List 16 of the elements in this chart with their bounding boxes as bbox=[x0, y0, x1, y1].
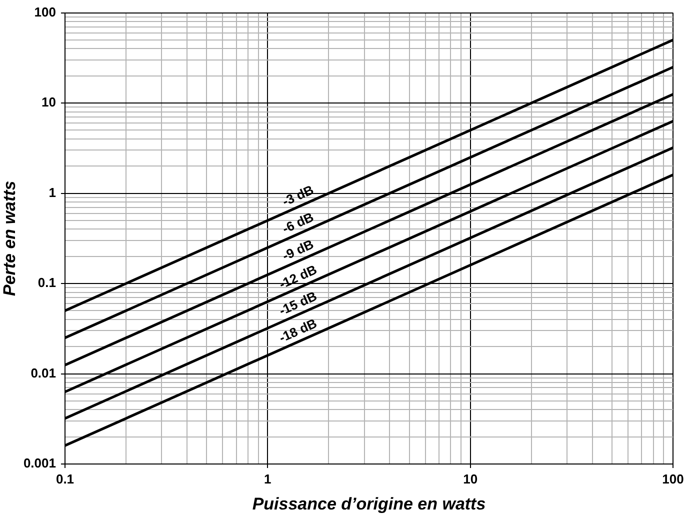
x-tick-label: 1 bbox=[264, 471, 272, 486]
text: -18 dB bbox=[276, 316, 320, 346]
y-tick-label: 100 bbox=[34, 4, 56, 20]
text: -9 dB bbox=[280, 236, 316, 264]
y-tick-label: 10 bbox=[42, 94, 56, 110]
y-tick-label: 0.001 bbox=[23, 456, 56, 471]
y-tick-label: 0.1 bbox=[38, 275, 56, 290]
x-tick-label: 0.1 bbox=[56, 471, 74, 486]
y-tick-label: 1 bbox=[48, 184, 56, 200]
y-axis-title: Perte en watts bbox=[0, 180, 19, 296]
text: -6 dB bbox=[280, 209, 316, 236]
x-axis-title: Puissance d’origine en watts bbox=[252, 494, 486, 514]
text: -15 dB bbox=[276, 288, 320, 318]
x-tick-label: 10 bbox=[463, 471, 478, 486]
y-tick-label: 0.01 bbox=[30, 365, 56, 380]
x-tick-label: 100 bbox=[662, 471, 684, 486]
